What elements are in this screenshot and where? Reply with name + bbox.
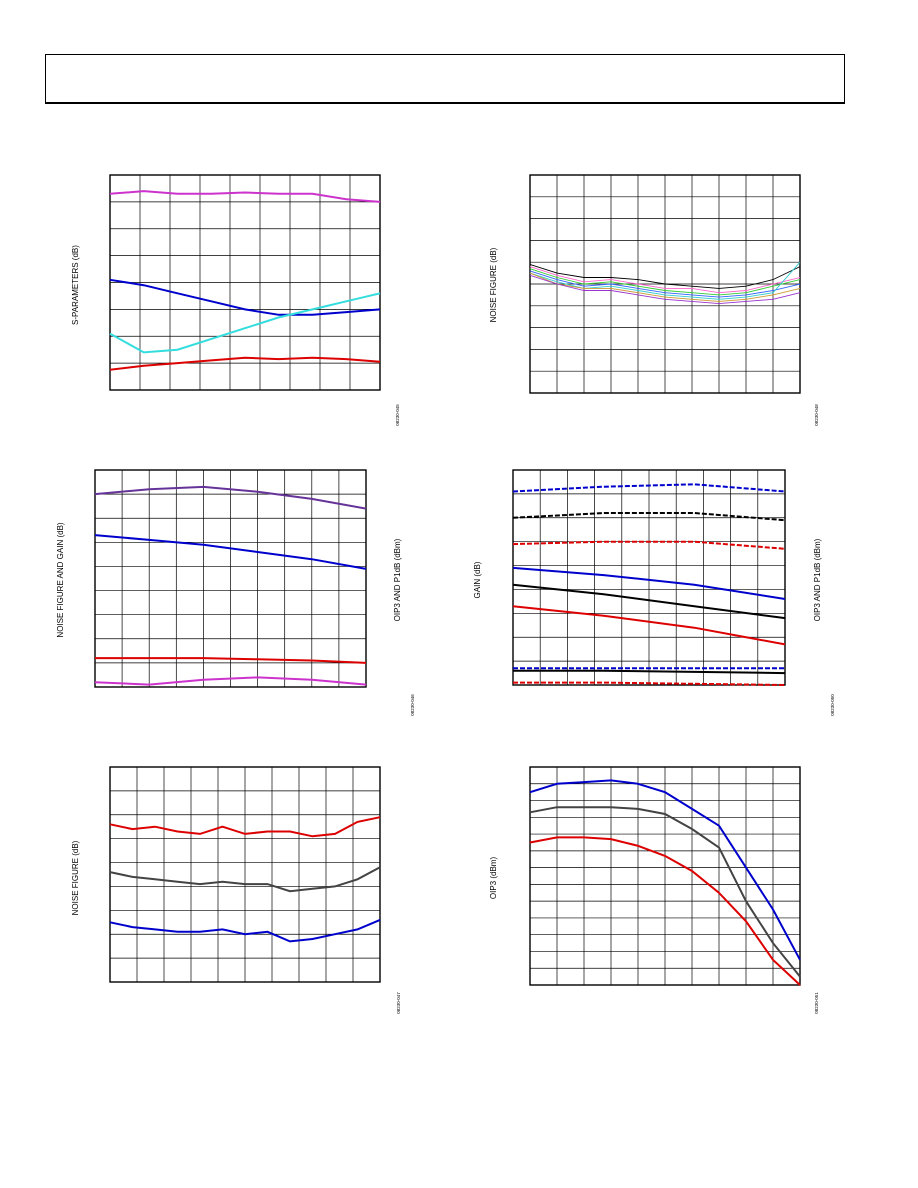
series-line-1 (109, 816, 381, 838)
plot-c2 (529, 174, 801, 394)
figure-code-c6: 08230-051 (814, 992, 819, 1014)
series-line-2 (109, 278, 381, 316)
series-line-2 (94, 534, 367, 570)
series-line-5 (512, 583, 786, 620)
series-line-3 (109, 918, 381, 943)
series-line-3 (529, 836, 801, 986)
series-line-7 (529, 274, 801, 305)
figure-code-c5: 08230-047 (396, 992, 401, 1014)
series-line-2 (109, 866, 381, 893)
series-line-3 (512, 540, 786, 550)
figure-code-c3: 08230-046 (410, 694, 415, 716)
chart-oip3: OIP3 (dBm) 08230-051 (489, 857, 819, 1014)
series-line-4 (529, 270, 801, 298)
series-line-1 (529, 263, 801, 289)
series-line-6 (529, 272, 801, 302)
plot-c5 (109, 766, 381, 983)
series-line-5 (529, 261, 801, 300)
y-axis-label-c4: GAIN (dB) (473, 561, 482, 598)
chart-s-parameters: S-PARAMETERS (dB) 08230-045 (71, 245, 400, 426)
y-axis-label-c1: S-PARAMETERS (dB) (71, 245, 80, 325)
figure-code-c2: 08230-048 (814, 404, 819, 426)
series-line-4 (109, 356, 381, 371)
page-header-box (45, 54, 845, 104)
series-line-3 (529, 268, 801, 296)
series-line-1 (94, 485, 367, 510)
chart-noise-figure-three: NOISE FIGURE (dB) 08230-047 (71, 840, 401, 1013)
series-line-1 (109, 190, 381, 203)
chart-gain-oip3: GAIN (dB) OIP3 AND P1dB (dBm) 08230-050 (473, 538, 835, 715)
plot-areas (94, 174, 801, 986)
plot-c4 (512, 469, 786, 686)
plot-c3 (94, 469, 367, 688)
series-line-4 (512, 566, 786, 600)
figure-code-c4: 08230-050 (830, 694, 835, 716)
series-line-3 (109, 292, 381, 354)
figure-code-c1: 08230-045 (395, 404, 400, 426)
series-line-1 (512, 483, 786, 493)
y-axis-label-c3: NOISE FIGURE AND GAIN (dB) (56, 522, 65, 637)
series-line-2 (512, 512, 786, 522)
chart-noise-figure-multi: NOISE FIGURE (dB) 08230-048 (489, 247, 819, 425)
series-line-9 (513, 681, 786, 686)
series-line-6 (512, 605, 786, 646)
y-axis-label-right-c4: OIP3 AND P1dB (dBm) (813, 538, 822, 621)
series-line-2 (529, 266, 801, 294)
y-axis-label-c2: NOISE FIGURE (dB) (489, 247, 498, 322)
series-line-2 (529, 806, 801, 978)
y-axis-label-right-c3: OIP3 AND P1dB (dBm) (393, 538, 402, 621)
series-line-8 (513, 669, 786, 675)
y-axis-label-c5: NOISE FIGURE (dB) (71, 840, 80, 915)
series-line-4 (94, 676, 367, 686)
series-line-3 (95, 657, 367, 664)
y-axis-label-c6: OIP3 (dBm) (489, 857, 498, 900)
chart-noise-figure-and-gain: NOISE FIGURE AND GAIN (dB) OIP3 AND P1dB… (56, 522, 415, 716)
plot-c1 (109, 174, 381, 391)
plot-c6 (529, 766, 801, 986)
series-line-1 (529, 779, 801, 961)
